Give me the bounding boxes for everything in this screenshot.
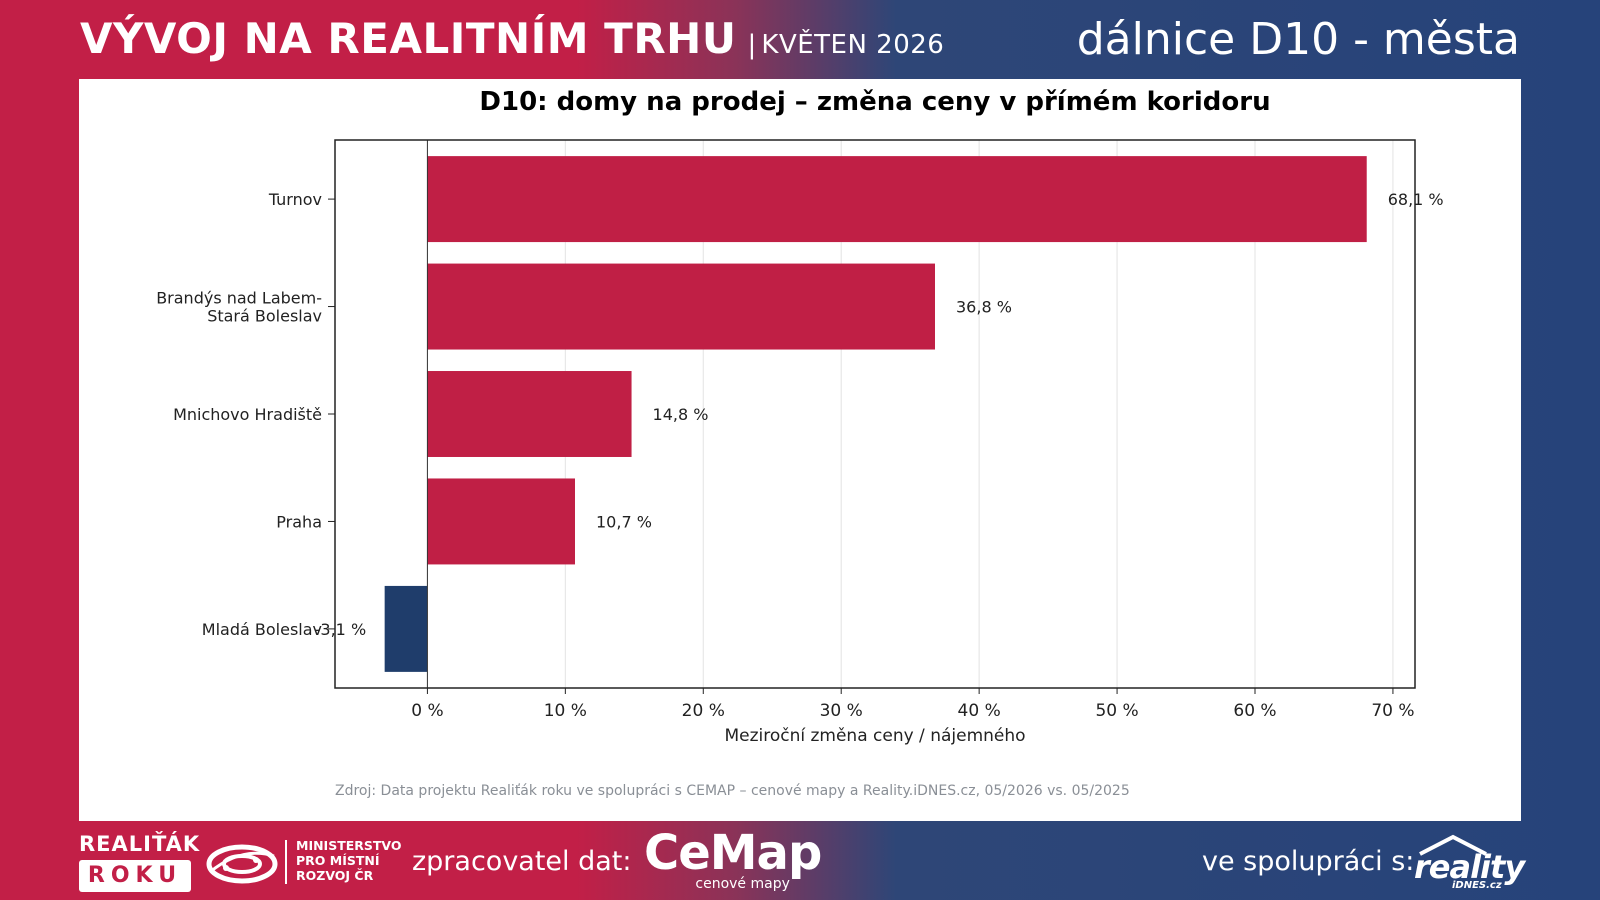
ministry-divider (285, 840, 287, 884)
y-tick-label-4: Mladá Boleslav (202, 620, 322, 639)
x-axis-label: Meziroční změna ceny / nájemného (724, 726, 1025, 746)
x-tick-label-1: 10 % (544, 701, 587, 721)
reality-idnes-logo: reality iDNES.cz (1408, 834, 1525, 892)
cemap-logo: CeMap cenové mapy (644, 825, 822, 892)
report-subject: dálnice D10 - města (1076, 14, 1520, 65)
bar-3 (427, 478, 575, 565)
x-tick-label-4: 40 % (958, 701, 1001, 721)
x-tick-label-3: 30 % (820, 701, 863, 721)
ministry-name: MINISTERSTVO PRO MÍSTNÍ ROZVOJ ČR (296, 838, 402, 883)
data-label-0: 68,1 % (1388, 190, 1444, 209)
y-tick-label-1: Brandýs nad Labem-Stará Boleslav (156, 289, 322, 326)
bar-chart: D10: domy na prodej – změna ceny v přímé… (156, 87, 1444, 799)
ministry-line-2: PRO MÍSTNÍ (296, 853, 380, 868)
chart-panel: D10: domy na prodej – změna ceny v přímé… (79, 79, 1521, 821)
cemap-subtitle: cenové mapy (695, 876, 790, 892)
realitak-roku-logo: REALIŤÁK ROKU (79, 832, 201, 892)
house-roof-icon (1419, 834, 1487, 856)
bar-1 (427, 263, 935, 350)
processor-label: zpracovatel dat: (412, 846, 632, 877)
x-tick-label-5: 50 % (1095, 701, 1138, 721)
ministry-emblem-icon (206, 844, 278, 884)
bar-0 (427, 156, 1367, 243)
y-tick-label-2: Mnichovo Hradiště (173, 405, 322, 424)
x-tick-label-2: 20 % (682, 701, 725, 721)
data-label-2: 14,8 % (653, 405, 709, 424)
partner-label: ve spolupráci s: (1202, 846, 1415, 877)
ministry-line-1: MINISTERSTVO (296, 838, 402, 853)
reality-word: reality (1414, 848, 1525, 886)
report-date: KVĚTEN 2026 (761, 30, 945, 60)
x-tick-label-6: 60 % (1233, 701, 1276, 721)
bar-2 (427, 371, 632, 457)
data-label-3: 10,7 % (596, 512, 652, 531)
x-tick-label-0: 0 % (411, 701, 443, 721)
data-label-1: 36,8 % (956, 298, 1012, 317)
header-left: VÝVOJ NA REALITNÍM TRHU | KVĚTEN 2026 (80, 14, 944, 63)
ministry-line-3: ROZVOJ ČR (296, 868, 374, 883)
report-title: VÝVOJ NA REALITNÍM TRHU (80, 14, 737, 63)
bar-4 (384, 585, 428, 672)
chart-title: D10: domy na prodej – změna ceny v přímé… (479, 87, 1270, 117)
realitak-logo-top: REALIŤÁK (79, 832, 201, 856)
cemap-name: CeMap (644, 825, 822, 881)
realitak-logo-box: ROKU (79, 860, 191, 892)
x-tick-label-7: 70 % (1371, 701, 1414, 721)
y-tick-label-3: Praha (276, 512, 322, 531)
y-tick-label-0: Turnov (268, 190, 322, 209)
header-separator: | (747, 30, 757, 60)
source-note: Zdroj: Data projektu Realiťák roku ve sp… (335, 783, 1130, 799)
reality-sub: iDNES.cz (1452, 880, 1502, 891)
footer: REALIŤÁK ROKU MINISTERSTVO PRO MÍSTNÍ RO… (0, 822, 1600, 900)
data-label-4: -3,1 % (315, 620, 367, 639)
